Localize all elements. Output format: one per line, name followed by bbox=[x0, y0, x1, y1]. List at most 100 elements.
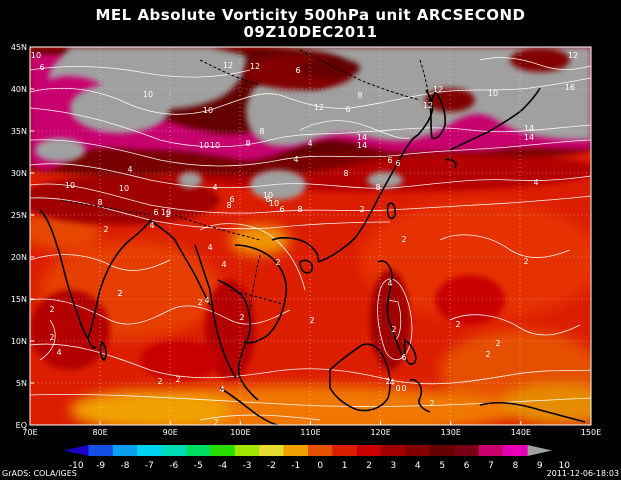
latitude-label: 35N bbox=[11, 127, 27, 136]
latitude-label: 25N bbox=[11, 211, 27, 220]
longitude-label: 110E bbox=[300, 428, 320, 437]
colorbar-swatch bbox=[478, 445, 504, 456]
colorbar-label: 2 bbox=[366, 461, 372, 471]
latitude-label: 30N bbox=[11, 169, 27, 178]
contour-label: 2 bbox=[401, 235, 406, 244]
contour-label: 4 bbox=[149, 221, 154, 230]
longitude-ticks bbox=[29, 421, 592, 425]
colorbar-label: 10 bbox=[558, 461, 570, 471]
contour-label: 2 bbox=[157, 377, 162, 386]
contour-label: 2 bbox=[49, 305, 54, 314]
colorbar-swatch bbox=[64, 445, 89, 456]
contour-label: 2 bbox=[275, 258, 280, 267]
colorbar-swatch bbox=[161, 445, 187, 456]
contour-label: 12 bbox=[423, 101, 433, 110]
contour-label: 14 bbox=[357, 141, 367, 150]
colorbar-swatch bbox=[454, 445, 480, 456]
colorbar-label: 8 bbox=[513, 461, 519, 471]
contour-label: 2 bbox=[455, 320, 460, 329]
colorbar-swatch bbox=[210, 445, 236, 456]
contour-label: 6 bbox=[395, 159, 400, 168]
colorbar-label: -5 bbox=[194, 461, 203, 471]
colorbar-swatch bbox=[308, 445, 333, 456]
contour-label: 6 bbox=[387, 156, 392, 165]
colorbar-label: 3 bbox=[391, 461, 397, 471]
contour-label: 4 bbox=[533, 178, 538, 187]
contour-label: 6 bbox=[153, 208, 158, 217]
contour-label: 10 bbox=[269, 199, 279, 208]
contour-label: 4 bbox=[207, 243, 212, 252]
contour-label: 12 bbox=[433, 85, 443, 94]
contour-label: 2 bbox=[213, 418, 218, 427]
colorbar-swatch bbox=[356, 445, 382, 456]
contour-label: 4 bbox=[389, 378, 394, 387]
colorbar-swatch bbox=[405, 445, 431, 456]
contour-label: 2 bbox=[117, 289, 122, 298]
contour-label: 4 bbox=[127, 165, 132, 174]
colorbar-label: -1 bbox=[291, 461, 300, 471]
contour-label: 10 bbox=[488, 89, 498, 98]
colorbar-swatch bbox=[527, 445, 552, 456]
contour-label: 2 bbox=[239, 313, 244, 322]
colorbar-swatch bbox=[381, 445, 406, 456]
latitude-label: 5N bbox=[16, 379, 27, 388]
contour-label: 6 bbox=[401, 353, 406, 362]
longitude-label: 80E bbox=[93, 428, 108, 437]
latitude-label: 10N bbox=[11, 337, 27, 346]
contour-label: 2 bbox=[197, 298, 202, 307]
contour-label: 10 bbox=[199, 141, 209, 150]
latitude-labels: 45N 40N 35N 30N 25N 20N 15N 10N 5N EQ bbox=[11, 43, 27, 430]
contour-label: 4 bbox=[219, 385, 224, 394]
colorbar-label: 5 bbox=[439, 461, 445, 471]
contour-label: 8 bbox=[297, 205, 302, 214]
colorbar-label: -3 bbox=[243, 461, 252, 471]
contour-label: 12 bbox=[223, 61, 233, 70]
colorbar-swatch bbox=[430, 445, 455, 456]
contour-label: 8 bbox=[245, 139, 250, 148]
contour-label: 2 bbox=[165, 210, 170, 219]
footer-timestamp: 2011-12-06-18:03 bbox=[547, 469, 619, 478]
colorbar-label: 0 bbox=[317, 461, 323, 471]
contour-label: 6 bbox=[279, 205, 284, 214]
contour-label: 2 bbox=[49, 333, 54, 342]
longitude-label: 130E bbox=[441, 428, 461, 437]
contour-label: 10 bbox=[65, 181, 75, 190]
contour-label: 12 bbox=[568, 51, 578, 60]
latitude-label: EQ bbox=[16, 421, 27, 430]
longitude-label: 90E bbox=[163, 428, 178, 437]
longitude-label: 150E bbox=[581, 428, 601, 437]
contour-label: 10 bbox=[161, 208, 171, 217]
contour-label: 4 bbox=[221, 260, 226, 269]
contour-label: 2 bbox=[495, 339, 500, 348]
longitude-labels: 70E 80E 90E 100E 110E 120E 130E 140E 150E bbox=[22, 428, 601, 437]
contour-label: 6 bbox=[229, 195, 234, 204]
latitude-label: 15N bbox=[11, 295, 27, 304]
latitude-ticks bbox=[30, 46, 34, 426]
contour-label: 2 bbox=[385, 377, 390, 386]
contour-label: 2 bbox=[359, 205, 364, 214]
contour-label: 8 bbox=[375, 183, 380, 192]
contour-label: 10 bbox=[203, 106, 213, 115]
colorbar-swatch bbox=[186, 445, 211, 456]
contour-label: 4 bbox=[56, 348, 61, 357]
colorbar-label: -6 bbox=[169, 461, 178, 471]
contour-label: 4 bbox=[212, 183, 217, 192]
contour-label: 8 bbox=[357, 91, 362, 100]
longitude-label: 120E bbox=[370, 428, 390, 437]
contour-label: 6 bbox=[39, 63, 44, 72]
contour-label: 10 bbox=[119, 184, 129, 193]
latitude-label: 20N bbox=[11, 253, 27, 262]
colorbar-label: -4 bbox=[218, 461, 227, 471]
colorbar-swatch bbox=[88, 445, 114, 456]
latitude-label: 40N bbox=[11, 85, 27, 94]
contour-label: 6 bbox=[345, 105, 350, 114]
contour-label: 8 bbox=[343, 169, 348, 178]
contour-label: 14 bbox=[524, 133, 534, 142]
contour-label: 10 bbox=[143, 90, 153, 99]
contour-label: 2 bbox=[429, 399, 434, 408]
contour-label: 0 bbox=[395, 384, 400, 393]
contour-label: 12 bbox=[250, 62, 260, 71]
